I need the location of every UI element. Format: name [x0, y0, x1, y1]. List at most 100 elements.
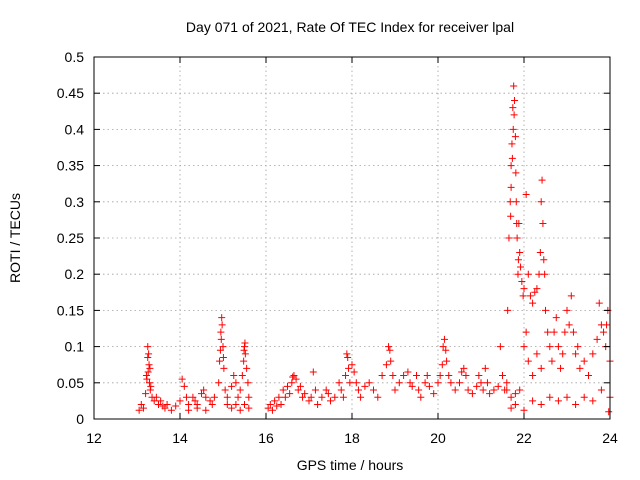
data-point [378, 372, 386, 380]
data-point [511, 401, 519, 409]
data-point [135, 406, 143, 414]
data-point [513, 234, 521, 242]
data-point [563, 393, 571, 401]
data-point [294, 386, 302, 394]
data-point [512, 169, 520, 177]
data-point [385, 343, 393, 351]
data-point [605, 408, 613, 416]
data-point [337, 386, 345, 394]
data-point [288, 379, 296, 387]
data-point [572, 350, 580, 358]
data-point [567, 292, 575, 300]
data-point [546, 343, 554, 351]
data-point [350, 368, 358, 376]
data-point [417, 393, 425, 401]
data-point [352, 379, 360, 387]
data-point [361, 382, 369, 390]
data-point [529, 397, 537, 405]
data-point [593, 335, 601, 343]
data-point [536, 248, 544, 256]
data-point [240, 357, 248, 365]
data-point [277, 401, 285, 409]
data-point [208, 401, 216, 409]
data-point [554, 343, 562, 351]
data-point [389, 372, 397, 380]
data-point [145, 361, 153, 369]
data-point [430, 390, 438, 398]
data-point [228, 404, 236, 412]
data-point [286, 390, 294, 398]
data-point [327, 397, 334, 405]
data-point [517, 263, 525, 271]
data-point [218, 314, 226, 322]
data-point [508, 140, 516, 148]
data-point [400, 372, 408, 380]
y-tick-label: 0.1 [65, 339, 85, 355]
data-point [309, 368, 317, 376]
data-point [346, 379, 354, 387]
data-point [221, 386, 229, 394]
data-point [142, 390, 150, 398]
data-point [191, 397, 199, 405]
data-point [574, 343, 582, 351]
data-point [440, 335, 448, 343]
data-point [357, 393, 365, 401]
data-point [464, 386, 472, 394]
data-point [542, 306, 549, 314]
data-point [228, 382, 236, 390]
data-point [314, 401, 322, 409]
data-point [462, 372, 470, 380]
data-point [544, 328, 552, 336]
data-point [442, 346, 450, 354]
data-point [533, 350, 541, 358]
data-point [589, 397, 597, 405]
data-point [520, 406, 528, 414]
data-point [408, 382, 416, 390]
data-point [451, 386, 459, 394]
data-point [557, 364, 565, 372]
x-tick-label: 18 [344, 430, 360, 446]
data-point [572, 401, 580, 409]
data-point [511, 390, 519, 398]
data-point [458, 368, 466, 376]
data-point [522, 328, 530, 336]
data-point [219, 353, 227, 361]
data-point [514, 256, 522, 264]
data-point [273, 402, 281, 410]
data-point [603, 321, 611, 329]
data-point [335, 379, 343, 387]
data-point [172, 402, 180, 410]
data-point [569, 328, 577, 336]
data-point [218, 321, 226, 329]
data-point [595, 299, 603, 307]
data-point [445, 372, 453, 380]
data-point [514, 270, 522, 278]
data-point [511, 96, 519, 104]
data-point [503, 379, 511, 387]
data-point [275, 393, 283, 401]
data-point [529, 299, 537, 307]
data-point [539, 220, 547, 228]
data-point [223, 401, 231, 409]
data-point [284, 382, 291, 390]
data-point [526, 292, 534, 300]
data-point [524, 270, 532, 278]
data-point [550, 328, 558, 336]
x-tick-label: 14 [172, 430, 188, 446]
data-point [479, 386, 487, 394]
data-point [510, 82, 518, 90]
data-point [342, 372, 350, 380]
data-point [413, 372, 420, 380]
data-point [406, 379, 414, 387]
data-point [157, 397, 165, 405]
data-point [374, 393, 382, 401]
y-tick-label: 0.25 [57, 230, 84, 246]
series-roti-lpal [135, 82, 614, 416]
data-point [520, 285, 528, 293]
data-point [240, 346, 248, 354]
data-point [202, 393, 210, 401]
y-tick-label: 0.5 [65, 49, 85, 65]
data-point [439, 343, 447, 351]
data-point [546, 393, 554, 401]
